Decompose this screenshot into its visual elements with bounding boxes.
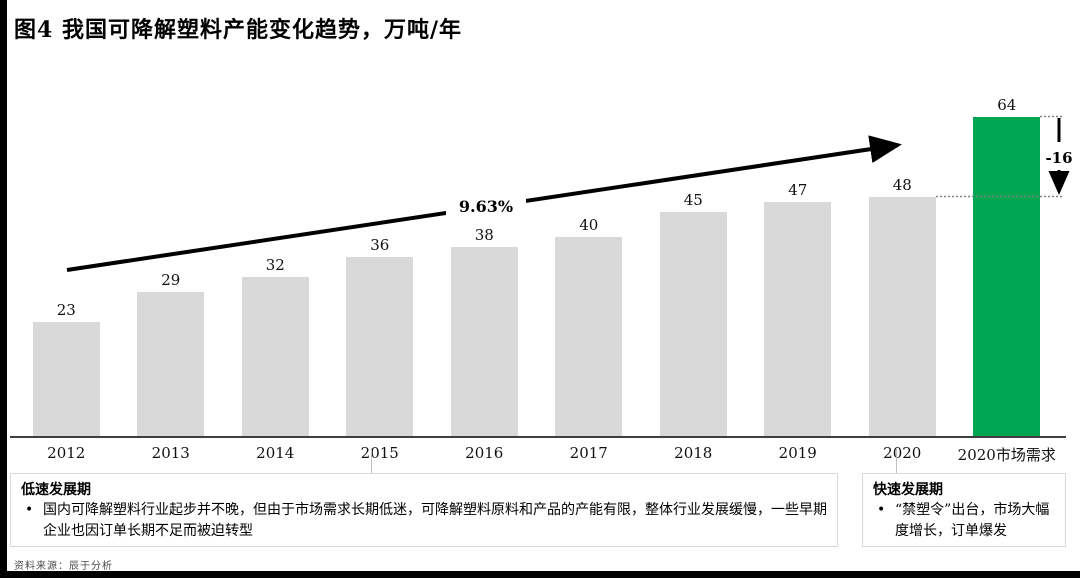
cagr-label: 9.63% xyxy=(459,197,513,216)
bullet-marker: • xyxy=(25,502,34,518)
bar-2020 xyxy=(868,197,936,437)
phase-box-fast-development: 快速发展期 • “禁塑令”出台，市场大幅度增长，订单爆发 xyxy=(862,473,1066,547)
x-axis-label-2020: 2020 xyxy=(883,444,922,462)
bar-value-label-2012: 23 xyxy=(56,301,76,319)
connector-line-2020 xyxy=(896,448,897,473)
x-axis-label-2015: 2015 xyxy=(360,444,399,462)
bar-2015 xyxy=(346,257,414,437)
left-edge-strip xyxy=(0,0,7,578)
chart-title: 图4 我国可降解塑料产能变化趋势，万吨/年 xyxy=(14,17,463,43)
phase-box-slow-development: 低速发展期 • 国内可降解塑料行业起步并不晚，但由于市场需求长期低迷，可降解塑料… xyxy=(10,473,838,547)
bar-value-label-2017: 40 xyxy=(579,216,599,234)
phase-fast-text: “禁塑令”出台，市场大幅度增长，订单爆发 xyxy=(895,502,1050,539)
source-note: 资料来源：辰于分析 xyxy=(14,561,113,572)
x-axis-label-2020市场需求: 2020市场需求 xyxy=(957,446,1056,464)
bar-2016 xyxy=(450,247,518,437)
connector-line-2015 xyxy=(371,448,372,473)
x-axis-line xyxy=(10,436,1066,438)
x-axis-label-2017: 2017 xyxy=(569,444,608,462)
bar-value-label-2018: 45 xyxy=(683,191,703,209)
bar-value-label-2013: 29 xyxy=(161,271,181,289)
bar-value-label-2015: 36 xyxy=(370,236,390,254)
bar-2012 xyxy=(32,322,100,437)
bottom-edge-strip xyxy=(0,571,1080,578)
bar-value-label-2014: 32 xyxy=(265,256,285,274)
bar-2014 xyxy=(241,277,309,437)
phase-fast-title: 快速发展期 xyxy=(873,482,943,498)
bar-2019 xyxy=(764,202,832,437)
phase-slow-title: 低速发展期 xyxy=(21,482,91,498)
phase-slow-text: 国内可降解塑料行业起步并不晚，但由于市场需求长期低迷，可降解塑料原料和产品的产能… xyxy=(43,502,827,539)
cagr-label-background xyxy=(446,193,526,218)
bar-2013 xyxy=(137,292,205,437)
x-axis-label-2019: 2019 xyxy=(778,444,817,462)
bar-value-label-2020: 48 xyxy=(892,176,912,194)
bar-2020市场需求 xyxy=(973,117,1041,437)
bar-value-label-2019: 47 xyxy=(788,181,808,199)
x-axis-label-2014: 2014 xyxy=(256,444,295,462)
gap-label: -16 xyxy=(1045,149,1072,167)
bar-2018 xyxy=(659,212,727,437)
x-axis-label-2016: 2016 xyxy=(465,444,504,462)
bar-2017 xyxy=(555,237,623,437)
bar-value-label-2020市场需求: 64 xyxy=(997,96,1017,114)
x-axis-label-2012: 2012 xyxy=(47,444,86,462)
x-axis-label-2018: 2018 xyxy=(674,444,713,462)
x-axis-label-2013: 2013 xyxy=(151,444,190,462)
bar-value-label-2016: 38 xyxy=(474,226,494,244)
bullet-marker: • xyxy=(877,502,886,518)
